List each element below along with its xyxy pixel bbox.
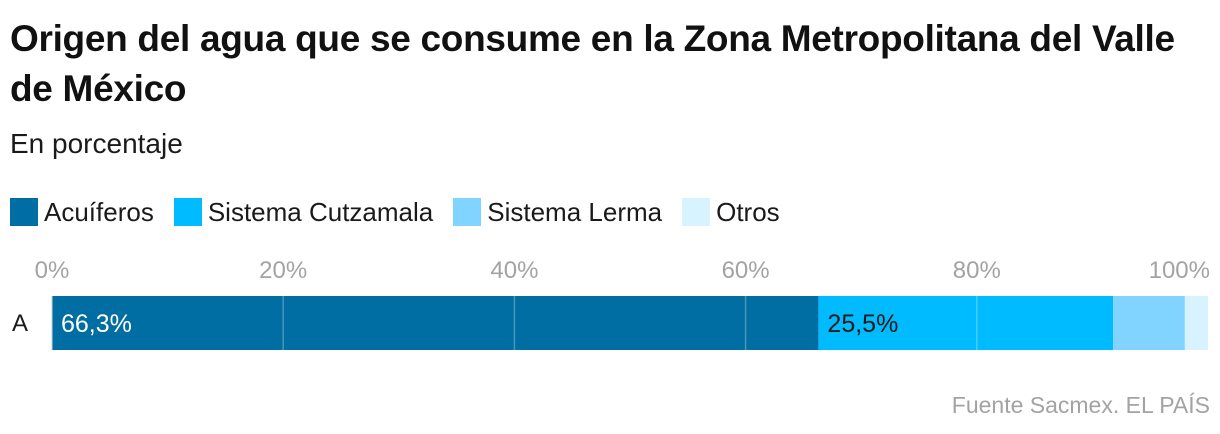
legend-swatch (682, 198, 711, 226)
legend-swatch (173, 198, 202, 226)
category-label: A (12, 310, 28, 337)
x-tick-label: 0% (35, 257, 70, 284)
legend-item: Acuíferos (10, 195, 154, 229)
legend-label: Acuíferos (44, 197, 154, 227)
data-label: 66,3% (61, 310, 132, 338)
x-tick-label: 20% (259, 257, 307, 284)
chart-legend: Acuíferos Sistema Cutzamala Sistema Lerma O… (10, 195, 800, 229)
x-tick-label: 100% (1149, 257, 1210, 284)
chart-subtitle: En porcentaje (10, 128, 183, 159)
legend-label: Sistema Lerma (487, 197, 663, 227)
chart-title: Origen del agua que se consume en la Zon… (10, 18, 1175, 109)
x-tick-label: 80% (953, 257, 1001, 284)
legend-swatch (10, 198, 38, 226)
bar-segment (818, 296, 1114, 350)
legend-label: Sistema Cutzamala (207, 197, 434, 227)
x-tick-label: 60% (722, 257, 770, 284)
bar-segment (52, 296, 819, 350)
stacked-bar-chart: 0% 20% 40% 60% 80% 100% A 66,3% 25,5% (12, 257, 1210, 350)
legend-item: Sistema Cutzamala (173, 195, 434, 229)
bar-segment (1113, 296, 1185, 350)
data-label: 25,5% (827, 310, 898, 338)
source-credit: Fuente Sacmex. EL PAÍS (951, 392, 1210, 418)
legend-label: Otros (716, 197, 780, 227)
bar-segment (1184, 296, 1208, 350)
legend-item: Sistema Lerma (453, 195, 662, 229)
legend-swatch (453, 198, 482, 226)
legend-item: Otros (682, 195, 780, 229)
x-tick-label: 40% (490, 257, 538, 284)
